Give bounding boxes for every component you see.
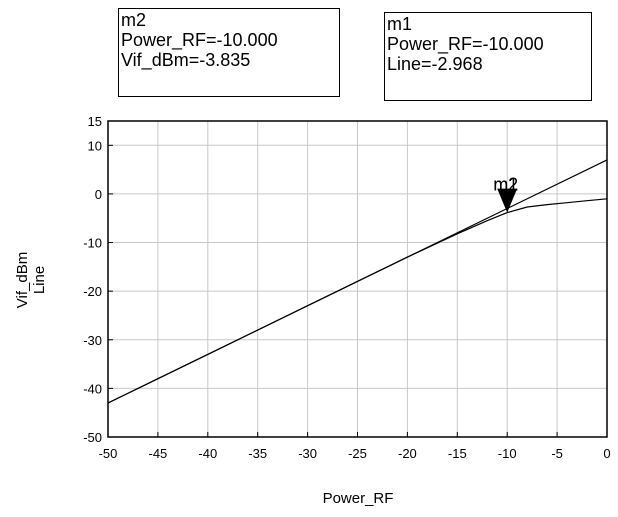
x-tick-label: -40: [198, 446, 217, 461]
x-axis-title: Power_RF: [323, 490, 394, 507]
y-axis-title: Vif_dBm: [14, 252, 31, 308]
x-tick-label: -50: [99, 446, 118, 461]
y-tick-label: 0: [95, 187, 102, 202]
marker-readout-name: m2: [121, 10, 147, 30]
x-tick-label: -20: [398, 446, 417, 461]
marker-label-m1: m1: [493, 175, 522, 195]
y-tick-label: -30: [83, 333, 102, 348]
tick-labels: -50 -45 -40 -35 -30 -25 -20 -15 -10 -5 015100-10-2…: [83, 114, 610, 461]
marker-m1[interactable]: m1 m2: [493, 175, 522, 213]
marker-readout-y: Vif_dBm=-3.835: [121, 50, 251, 70]
marker-label-m2: m2: [493, 175, 518, 195]
x-tick-label: -45: [149, 446, 168, 461]
marker-readout-y: Line=-2.968: [387, 54, 483, 74]
marker-triangle[interactable]: [497, 188, 518, 213]
marker-readout-m1: m1 Power_RF=-10.000 Line=-2.968: [384, 12, 592, 101]
y-tick-label: 10: [88, 138, 102, 153]
y-axis-title: Line: [31, 266, 48, 294]
y-tick-label: -50: [83, 430, 102, 445]
x-tick-label: -10: [498, 446, 517, 461]
y-tick-label: -20: [83, 284, 102, 299]
x-tick-label: -35: [248, 446, 267, 461]
plot-frame: [107, 120, 608, 438]
y-tick-label: -10: [83, 236, 102, 251]
series-lines: [107, 159, 608, 404]
y-tick-label: -40: [83, 381, 102, 396]
marker-readout-m2: m2 Power_RF=-10.000 Vif_dBm=-3.835: [118, 8, 340, 97]
marker-readout-x: Power_RF=-10.000: [121, 30, 278, 50]
x-tick-label: -30: [298, 446, 317, 461]
y-tick-label: 15: [88, 114, 102, 129]
x-tick-label: 0: [603, 446, 610, 461]
marker-readout-x: Power_RF=-10.000: [387, 34, 544, 54]
grid: [107, 120, 608, 438]
x-tick-label: -5: [551, 446, 563, 461]
series-line-line: [107, 159, 608, 404]
x-tick-label: -25: [348, 446, 367, 461]
marker-readout-name: m1: [387, 14, 413, 34]
x-tick-label: -15: [448, 446, 467, 461]
